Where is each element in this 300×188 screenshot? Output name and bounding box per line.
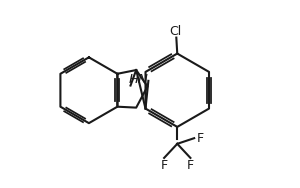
Text: HN: HN (129, 73, 149, 86)
Text: F: F (187, 159, 194, 172)
Text: F: F (197, 132, 204, 145)
Text: F: F (160, 159, 168, 172)
Text: Cl: Cl (169, 24, 182, 38)
